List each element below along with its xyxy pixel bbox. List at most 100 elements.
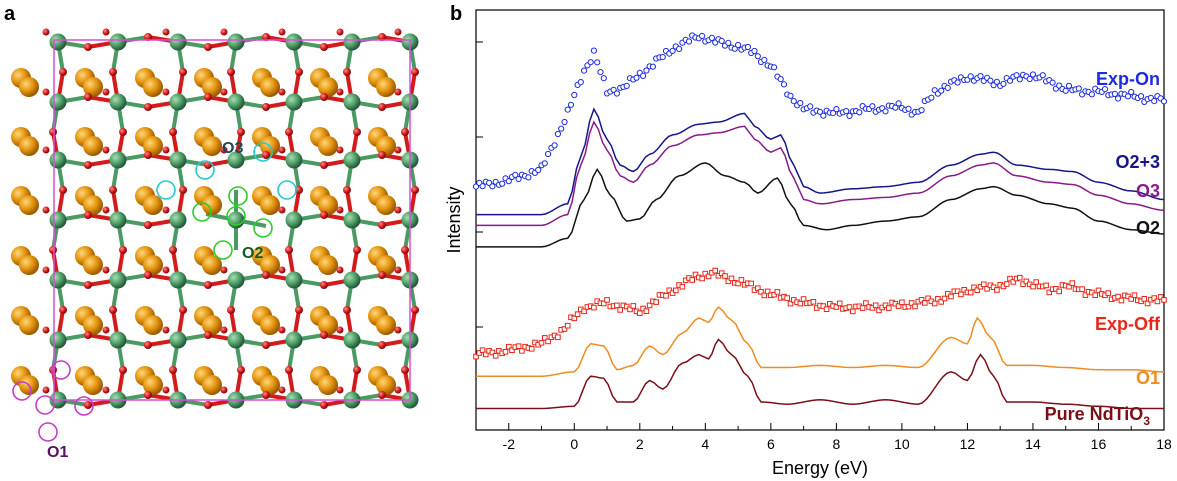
o-atom xyxy=(204,43,212,51)
o-atom xyxy=(278,28,286,36)
data-point xyxy=(1118,297,1125,304)
data-point xyxy=(761,292,768,299)
nd-atom xyxy=(376,136,396,156)
o-atom xyxy=(169,366,177,374)
data-point xyxy=(663,293,669,299)
plot-frame xyxy=(475,9,1165,431)
data-point xyxy=(502,349,509,355)
o-atom xyxy=(227,68,235,76)
data-point xyxy=(967,73,974,80)
o-atom xyxy=(119,366,127,374)
o-atom xyxy=(42,206,50,214)
o-atom xyxy=(378,391,386,399)
data-point xyxy=(1046,289,1053,296)
series-line xyxy=(476,120,1165,227)
legend-label: O3 xyxy=(1136,181,1160,201)
ti-atom xyxy=(227,331,245,349)
data-point xyxy=(623,303,630,310)
data-point xyxy=(1030,283,1036,290)
nd-atom xyxy=(83,195,103,215)
data-point xyxy=(744,43,752,51)
data-point xyxy=(555,334,561,341)
x-tick-label: 14 xyxy=(1025,436,1041,452)
o-atom xyxy=(320,211,328,219)
series-layer xyxy=(472,32,1168,410)
o-atom xyxy=(162,266,170,274)
data-point xyxy=(1006,77,1014,84)
o-atom xyxy=(378,271,386,279)
nd-atom xyxy=(83,375,103,395)
o-atom xyxy=(262,271,270,279)
data-point xyxy=(738,277,745,283)
o-atom xyxy=(42,88,50,96)
data-point xyxy=(899,299,905,306)
data-point xyxy=(492,353,499,359)
o-atom xyxy=(84,161,92,169)
ti-atom xyxy=(343,93,361,111)
ti-atom xyxy=(109,271,127,289)
nd-atom xyxy=(83,315,103,335)
ti-atom xyxy=(169,211,187,229)
nd-atom xyxy=(376,255,396,275)
o-atom xyxy=(102,28,110,36)
data-point xyxy=(751,47,758,55)
data-point xyxy=(689,277,696,283)
data-point xyxy=(731,45,738,52)
series-o3 xyxy=(476,120,1165,227)
data-point xyxy=(895,303,902,309)
x-tick-label: 8 xyxy=(832,436,840,452)
data-point xyxy=(479,183,486,190)
nd-atom xyxy=(318,77,338,97)
o-atom xyxy=(42,28,50,36)
data-point xyxy=(905,303,912,310)
data-point xyxy=(1144,300,1151,307)
x-tick-label: 2 xyxy=(636,436,644,452)
data-point xyxy=(908,300,915,306)
atom-layer xyxy=(11,28,419,409)
o-atom xyxy=(278,88,286,96)
data-point xyxy=(708,34,716,42)
data-point xyxy=(1033,279,1040,285)
data-point xyxy=(640,72,647,80)
o-atom xyxy=(278,206,286,214)
data-point xyxy=(571,315,578,322)
series-exp-on xyxy=(472,32,1168,190)
ti-atom xyxy=(109,93,127,111)
data-point xyxy=(784,295,791,301)
nd-atom xyxy=(19,195,39,215)
ti-atom xyxy=(49,93,67,111)
ti-atom xyxy=(343,211,361,229)
data-point xyxy=(659,54,666,61)
legend-label: O1 xyxy=(1136,368,1160,388)
o-atom xyxy=(353,128,361,136)
nd-atom xyxy=(376,375,396,395)
o-atom xyxy=(237,128,245,136)
nd-atom xyxy=(202,255,222,275)
site-marker-ring xyxy=(38,422,58,442)
site-marker-ring xyxy=(74,396,94,416)
data-point xyxy=(735,280,741,287)
site-marker-ring xyxy=(253,142,273,162)
data-point xyxy=(581,67,588,74)
data-point xyxy=(692,271,699,278)
data-point xyxy=(876,307,882,314)
nd-atom xyxy=(260,375,280,395)
data-point xyxy=(1079,286,1085,292)
site-marker-ring xyxy=(228,186,248,206)
data-point xyxy=(685,38,693,45)
data-point xyxy=(509,347,515,353)
series-line xyxy=(476,306,1164,377)
o-atom xyxy=(49,246,57,254)
ti-atom xyxy=(285,271,303,289)
data-point xyxy=(1039,72,1046,79)
data-point xyxy=(994,287,1000,293)
nd-atom xyxy=(376,195,396,215)
data-point xyxy=(561,326,568,332)
x-ticks: -2 0 2 4 6 8 10 12 14 16 18 xyxy=(503,423,1172,452)
o-atom xyxy=(285,128,293,136)
data-point xyxy=(967,289,974,296)
o-atom xyxy=(144,103,152,111)
data-point xyxy=(948,293,954,300)
data-point xyxy=(892,104,899,111)
panel-b-label: b xyxy=(450,3,462,25)
